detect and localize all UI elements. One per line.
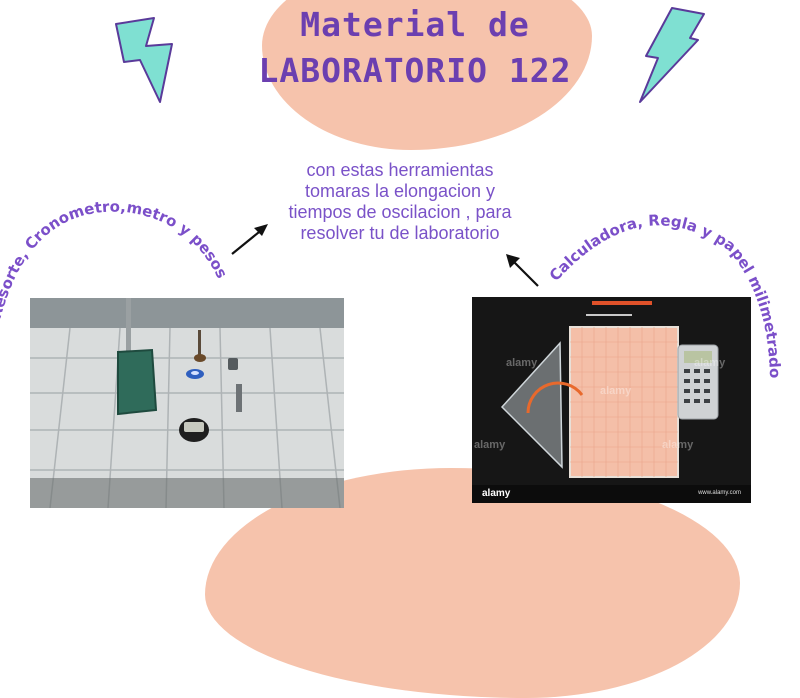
stock-brand-label: alamy — [482, 488, 511, 499]
description-line: con estas herramientas — [306, 160, 494, 180]
watermark-text: alamy — [506, 357, 538, 369]
lightning-bolt-icon — [639, 7, 705, 103]
page-title-line-2: LABORATORIO 122 — [258, 51, 572, 90]
stock-url-label: www.alamy.com — [698, 490, 741, 496]
arrow-icon — [231, 224, 268, 255]
lab-equipment-photo — [30, 298, 344, 508]
description-line: tiempos de oscilacion , para — [288, 202, 512, 222]
watermark-text: alamy — [662, 439, 694, 451]
description-line: tomaras la elongacion y — [304, 181, 496, 201]
description-line: resolver tu de laboratorio — [300, 223, 500, 243]
page-title-line-1: Material de — [300, 5, 530, 44]
watermark-text: alamy — [474, 439, 506, 451]
stock-photo-footer: alamy www.alamy.com — [472, 485, 751, 503]
watermark-text: alamy — [694, 357, 726, 369]
calculator-ruler-graph-paper-photo: alamy alamy alamy alamy alamy alamy www.… — [472, 297, 751, 503]
watermark-text: alamy — [600, 385, 632, 397]
lightning-bolt-icon — [115, 17, 173, 103]
arrow-icon — [506, 254, 539, 287]
description-text: con estas herramientas tomaras la elonga… — [258, 160, 542, 244]
lab-bench-illustration — [30, 298, 344, 508]
stock-photo-illustration — [472, 297, 751, 503]
